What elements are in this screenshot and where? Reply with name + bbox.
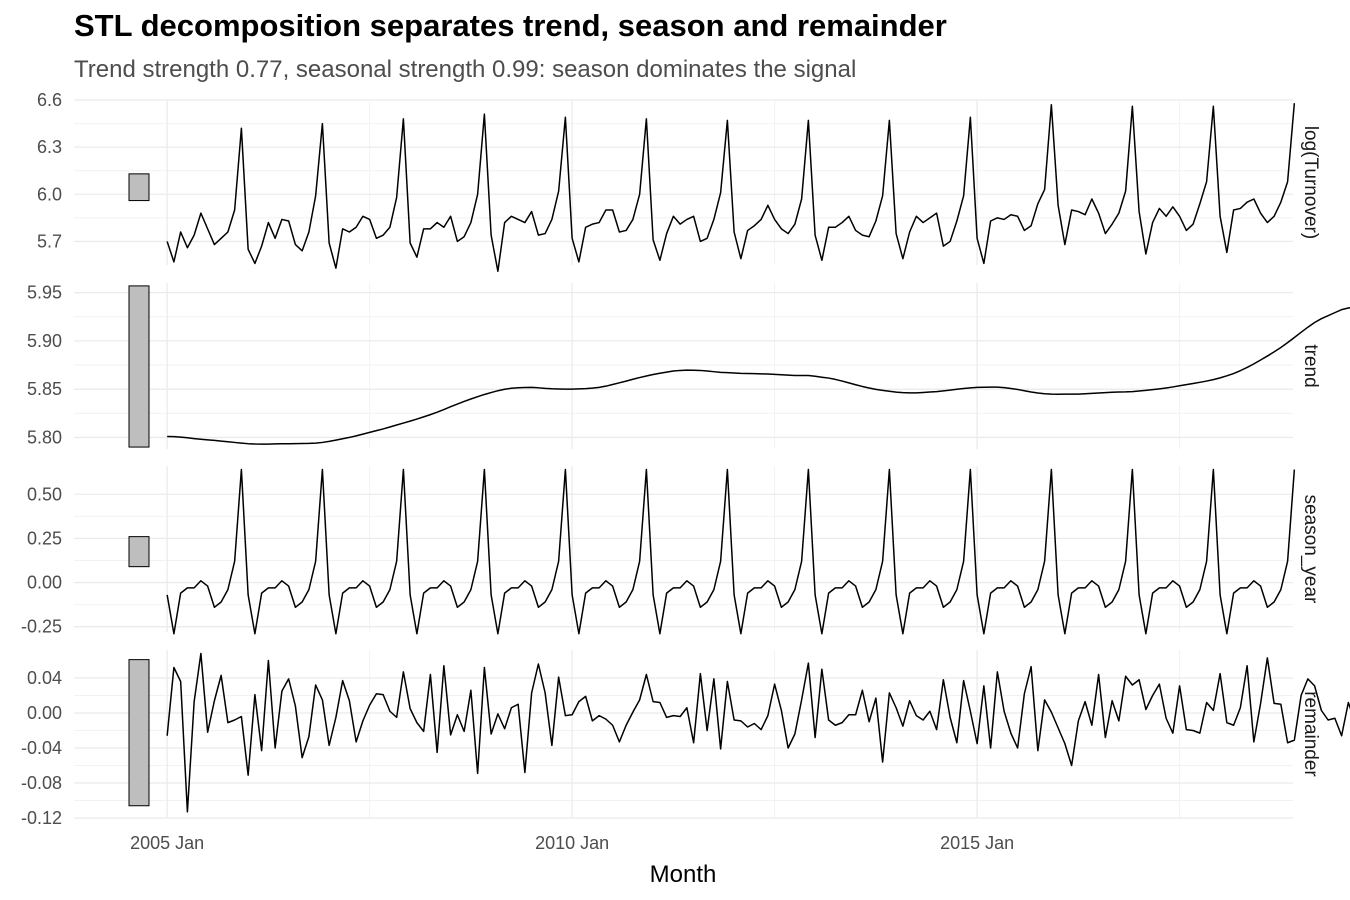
- series-line: [167, 307, 1350, 445]
- series-line: [166, 103, 1296, 273]
- scale-bar: [128, 173, 150, 202]
- strip-label: trend: [1300, 344, 1321, 387]
- strip-label: season_year: [1300, 495, 1321, 604]
- strip-label: log(Turnover): [1300, 126, 1321, 239]
- x-axis-title: Month: [650, 861, 717, 888]
- y-tick-label: -0.12: [21, 808, 62, 828]
- y-tick-label: -0.04: [21, 738, 62, 758]
- y-tick-label: 5.80: [27, 427, 62, 447]
- panel-trend: 5.80 5.85 5.90 5.95 trend: [27, 283, 1350, 449]
- series-line: [166, 468, 1296, 635]
- y-tick-label: 0.00: [27, 703, 62, 723]
- panel-remainder: -0.12 -0.08 -0.04 0.00 0.04 remainder: [21, 650, 1350, 828]
- series-line: [166, 652, 1350, 813]
- strip-label: remainder: [1300, 691, 1321, 777]
- y-tick-label: 6.3: [37, 137, 62, 157]
- scale-bar: [128, 536, 150, 568]
- y-tick-label: 5.85: [27, 379, 62, 399]
- panel-log-turnover-: 5.7 6.0 6.3 6.6 log(Turnover): [37, 90, 1321, 273]
- y-tick-label: 6.0: [37, 184, 62, 204]
- panel-season-year: -0.25 0.00 0.25 0.50 season_year: [21, 466, 1321, 637]
- y-tick-label: 0.25: [27, 528, 62, 548]
- y-tick-label: 5.90: [27, 331, 62, 351]
- y-tick-label: -0.25: [21, 617, 62, 637]
- scale-bar: [128, 659, 150, 807]
- y-tick-label: 5.95: [27, 283, 62, 303]
- y-tick-label: -0.08: [21, 773, 62, 793]
- y-tick-label: 6.6: [37, 90, 62, 110]
- x-tick-label: 2010 Jan: [535, 833, 609, 853]
- y-tick-label: 0.04: [27, 668, 62, 688]
- y-tick-label: 5.7: [37, 231, 62, 251]
- y-tick-label: 0.50: [27, 484, 62, 504]
- chart-subtitle: Trend strength 0.77, seasonal strength 0…: [74, 56, 857, 83]
- y-tick-label: 0.00: [27, 573, 62, 593]
- chart-title: STL decomposition separates trend, seaso…: [74, 8, 947, 43]
- x-tick-label: 2015 Jan: [940, 833, 1014, 853]
- x-tick-label: 2005 Jan: [130, 833, 204, 853]
- scale-bar: [128, 285, 150, 448]
